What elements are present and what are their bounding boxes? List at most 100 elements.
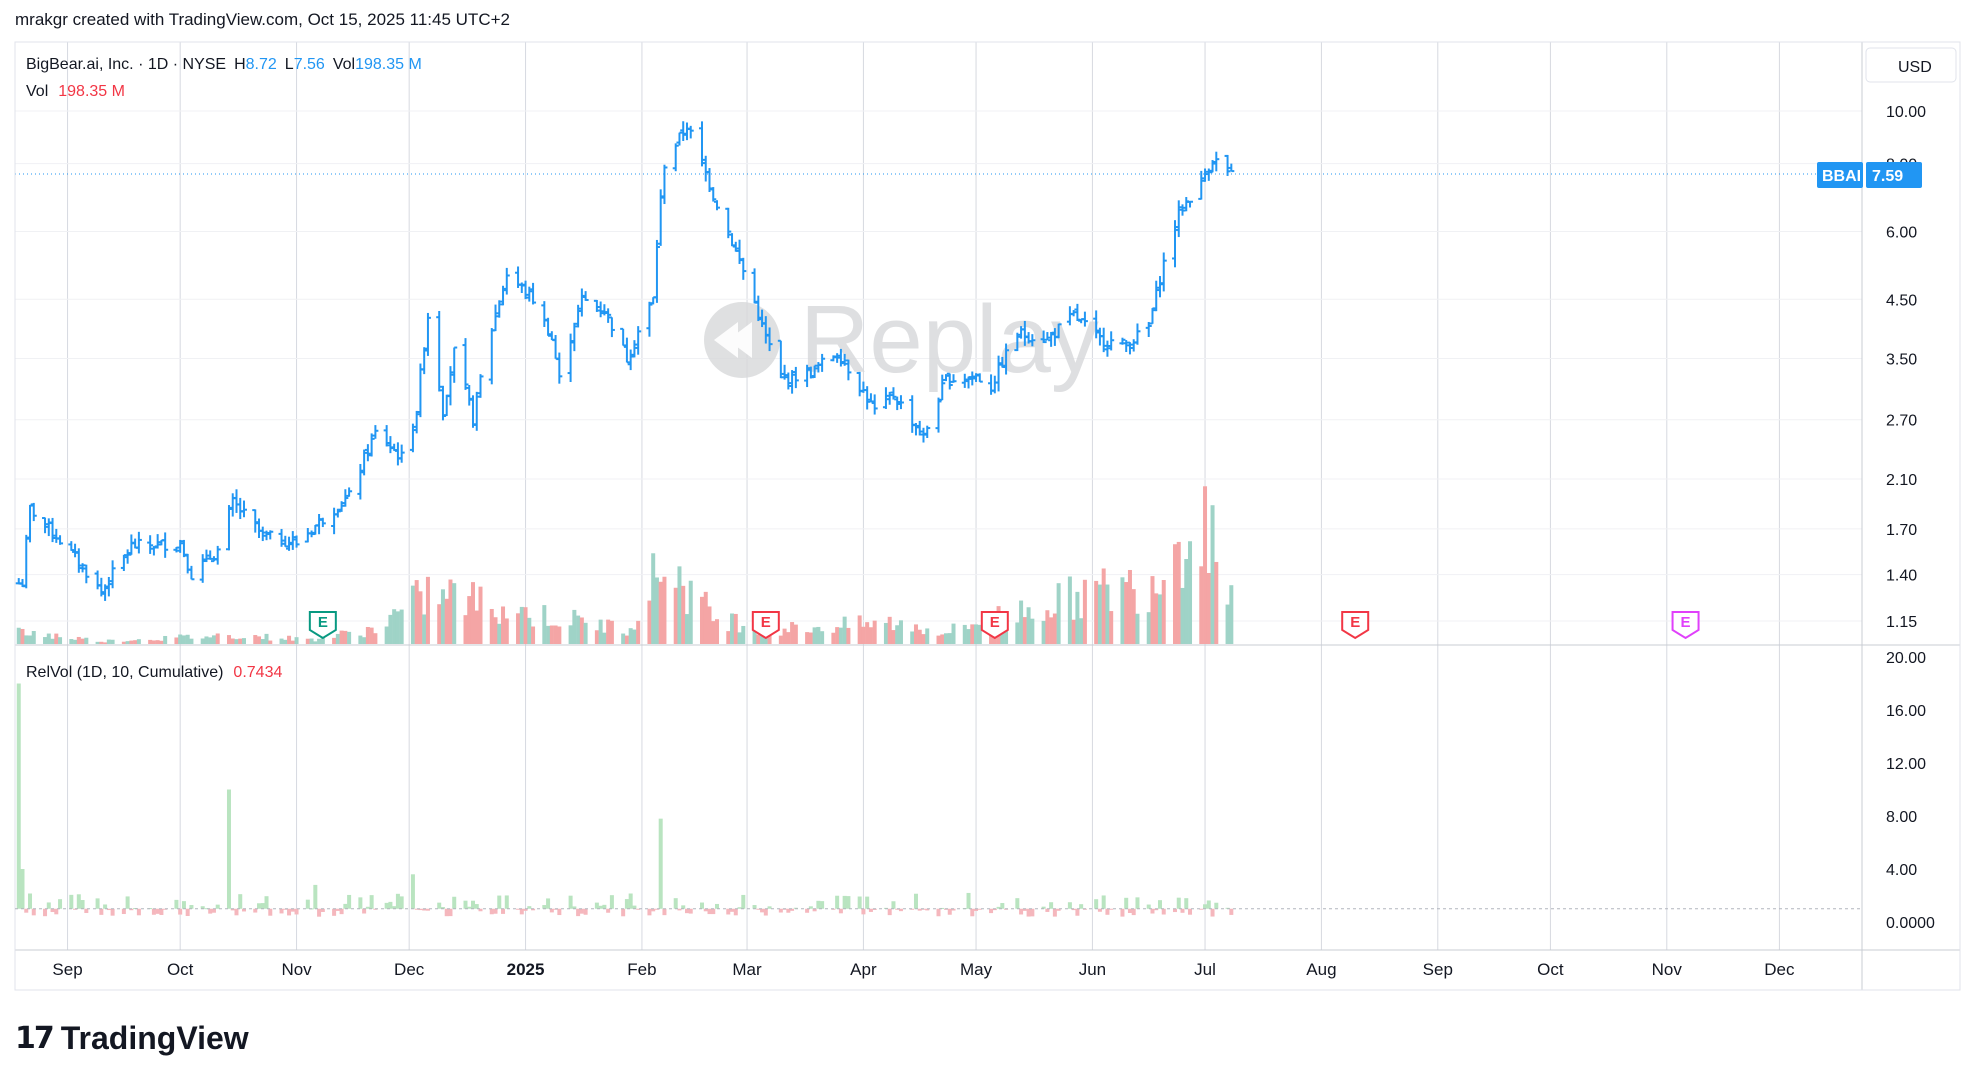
relvol-bar	[335, 908, 340, 911]
currency-button[interactable]	[1865, 47, 1957, 83]
volume-bar	[835, 627, 840, 644]
relvol-bar	[808, 906, 813, 909]
relvol-bar	[917, 908, 922, 911]
volume-bar	[1015, 622, 1020, 644]
relvol-bar	[546, 898, 551, 909]
relvol-bar	[820, 901, 825, 909]
volume-bar	[129, 640, 134, 644]
earnings-marker[interactable]: E	[308, 611, 337, 640]
relvol-bar	[1203, 904, 1208, 909]
relvol-bar	[632, 905, 637, 909]
relvol-bar	[838, 908, 843, 914]
ohlc-bar	[45, 518, 52, 537]
relvol-bar	[181, 901, 186, 909]
volume-bar	[977, 624, 982, 644]
relvol-bar	[887, 908, 892, 916]
relvol-bar	[1150, 908, 1155, 914]
relvol-bar	[523, 908, 528, 911]
ohlc-bar	[424, 312, 431, 356]
ohlc-bar	[661, 164, 668, 205]
ohlc-bar	[837, 348, 844, 367]
ohlc-bar	[135, 531, 142, 554]
relvol-bar	[46, 902, 51, 909]
volume-bar	[572, 609, 577, 644]
earnings-marker[interactable]: E	[1671, 611, 1700, 640]
volume-bar	[230, 638, 235, 644]
volume-bar	[470, 582, 475, 644]
volume-bar	[733, 613, 738, 644]
relvol-bar	[279, 908, 284, 914]
relvol-bar	[268, 908, 273, 916]
ohlc-bar	[725, 207, 732, 239]
relvol-bar	[1131, 908, 1136, 916]
volume-bar	[95, 641, 100, 644]
relvol-bar	[688, 908, 693, 914]
currency-label: USD	[1898, 59, 1932, 76]
relvol-bar	[1022, 908, 1027, 911]
volume-bar	[1127, 569, 1132, 644]
ohlc-bar	[319, 517, 326, 528]
relvol-bar	[174, 899, 179, 909]
relvol-bar	[437, 902, 442, 909]
relvol-bar	[947, 908, 952, 915]
volume-bar	[793, 624, 798, 644]
ohlc-bar	[466, 384, 473, 406]
relvol-bar	[1135, 897, 1140, 909]
volume-bar	[257, 636, 262, 644]
ohlc-bar	[811, 364, 818, 378]
earnings-marker[interactable]: E	[1341, 611, 1370, 640]
relvol-bar	[868, 908, 873, 912]
ohlc-bar	[282, 535, 289, 548]
relvol-bar	[362, 908, 367, 914]
relvol-bar	[1049, 902, 1054, 909]
earnings-marker[interactable]: E	[980, 611, 1009, 640]
relvol-bar	[1206, 900, 1211, 909]
volume-bar	[898, 620, 903, 644]
volume-bar	[542, 605, 547, 644]
relvol-bar	[857, 896, 862, 909]
ohlc-bar	[867, 393, 874, 403]
tv-logo-icon: 17	[15, 1020, 55, 1056]
relvol-bar	[576, 908, 581, 917]
earnings-marker[interactable]: E	[751, 611, 780, 640]
relvol-bar	[1015, 898, 1020, 909]
ohlc-bar	[620, 327, 627, 347]
volume-bar	[805, 632, 810, 644]
relvol-bar	[898, 908, 903, 912]
ohlc-bar	[950, 374, 957, 383]
relvol-bar	[43, 908, 48, 917]
ohlc-bar	[935, 397, 942, 433]
ohlc-bar	[124, 549, 131, 564]
ohlc-bar	[864, 386, 871, 410]
volume-bar	[16, 627, 21, 644]
volume-bar	[1026, 607, 1031, 644]
relvol-bar	[970, 908, 975, 917]
volume-bar	[148, 639, 153, 644]
volume-bar	[50, 638, 55, 644]
ohlc-bar	[394, 442, 401, 466]
ohlc-bar	[1123, 340, 1130, 352]
volume-bar	[951, 623, 956, 644]
relvol-bar	[531, 908, 536, 911]
volume-bar	[1071, 619, 1076, 644]
relvol-bar	[778, 908, 783, 913]
volume-bar	[944, 633, 949, 644]
ohlc-bar	[188, 565, 195, 581]
ohlc-bar	[1070, 310, 1077, 317]
volume-bar	[211, 635, 216, 644]
relvol-bar	[624, 899, 629, 909]
ohlc-bar	[792, 366, 799, 389]
ohlc-bar	[1130, 339, 1137, 352]
ohlc-bar	[154, 534, 161, 549]
volume-bar	[1049, 617, 1054, 644]
relvol-bar	[95, 898, 100, 909]
ohlc-bar	[608, 316, 615, 338]
relvol-bar	[384, 902, 389, 909]
relvol-bar	[760, 908, 765, 913]
volume-bar	[681, 585, 686, 644]
tradingview-logo[interactable]: 17 TradingView	[15, 1018, 249, 1058]
ohlc-bar	[98, 577, 105, 597]
ohlc-bar	[105, 576, 112, 597]
ohlc-bar	[225, 505, 232, 551]
